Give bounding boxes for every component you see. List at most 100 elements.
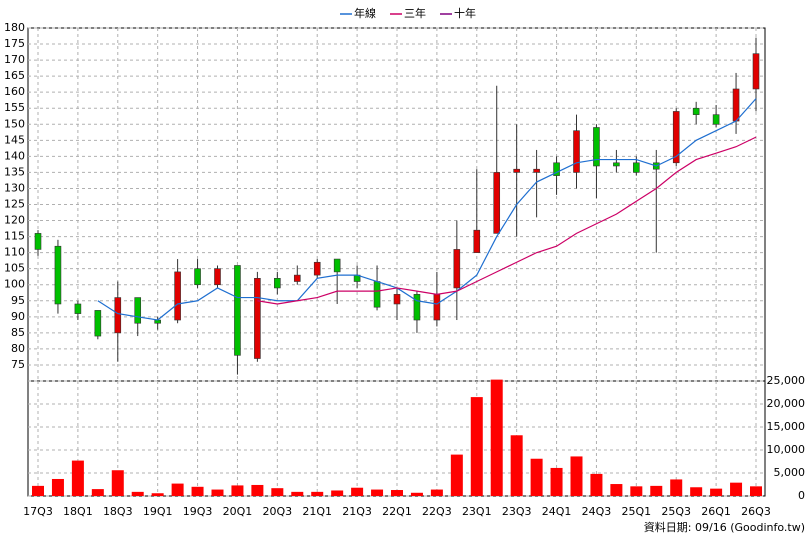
- y-tick-label: 105: [4, 262, 25, 275]
- ma-line: [257, 136, 757, 305]
- volume-bar: [311, 491, 324, 496]
- y-tick-label: 120: [4, 214, 25, 227]
- volume-tick-label: 20,000: [767, 397, 806, 410]
- x-tick-label: 22Q1: [382, 505, 412, 518]
- y-tick-label: 135: [4, 165, 25, 178]
- volume-bar: [211, 489, 224, 496]
- x-tick-label: 26Q1: [701, 505, 731, 518]
- volume-bar: [590, 473, 603, 496]
- x-tick-label: 23Q1: [462, 505, 492, 518]
- volume-bar: [430, 489, 443, 496]
- candle-body: [393, 294, 401, 305]
- legend-label: 十年: [454, 6, 476, 20]
- y-tick-label: 140: [4, 149, 25, 162]
- volume-tick-label: 0: [798, 489, 805, 502]
- volume-bar: [91, 489, 104, 496]
- volume-bar: [251, 484, 264, 496]
- candle-body: [313, 261, 321, 276]
- candle-body: [54, 245, 62, 305]
- legend-label: 年線: [354, 6, 376, 20]
- y-tick-label: 95: [11, 294, 25, 307]
- volume-bar: [410, 492, 423, 496]
- candle-body: [453, 249, 461, 289]
- volume-tick-label: 5,000: [774, 466, 806, 479]
- candle-body: [254, 278, 261, 359]
- volume-bar: [151, 493, 164, 496]
- volume-bar: [650, 485, 663, 496]
- volume-bar: [131, 491, 144, 496]
- volume-bar: [490, 379, 503, 496]
- volume-bar: [191, 486, 204, 496]
- volume-bar: [690, 487, 703, 496]
- candle-body: [613, 162, 620, 167]
- candle-body: [672, 111, 680, 164]
- volume-tick-label: 15,000: [767, 420, 806, 433]
- candle-body: [373, 281, 381, 308]
- candle-body: [134, 297, 142, 324]
- candle-body: [274, 278, 281, 289]
- candle-body: [473, 229, 481, 253]
- source-note: 資料日期: 09/16 (Goodinfo.tw): [644, 520, 805, 534]
- candle-body: [533, 168, 540, 173]
- candle-body: [413, 294, 421, 321]
- candle-body: [493, 172, 501, 234]
- candle-body: [194, 268, 201, 286]
- volume-bar: [271, 488, 284, 496]
- x-tick-label: 19Q3: [183, 505, 213, 518]
- candle-body: [94, 310, 102, 337]
- volume-bar: [610, 484, 623, 496]
- volume-bar: [51, 478, 64, 496]
- volume-tick-label: 25,000: [767, 374, 806, 387]
- volume-bar: [510, 435, 523, 496]
- volume-bar: [71, 460, 84, 496]
- y-tick-label: 110: [4, 246, 25, 259]
- candle-body: [333, 258, 341, 273]
- candle-body: [433, 294, 441, 321]
- y-tick-label: 175: [4, 37, 25, 50]
- volume-bar: [291, 491, 304, 496]
- y-tick-label: 85: [11, 326, 25, 339]
- x-tick-label: 21Q1: [302, 505, 332, 518]
- volume-bar: [470, 397, 483, 496]
- volume-bar: [550, 467, 563, 496]
- volume-bar: [450, 454, 463, 496]
- y-tick-label: 165: [4, 69, 25, 82]
- x-tick-label: 18Q3: [103, 505, 133, 518]
- x-tick-label: 22Q3: [422, 505, 452, 518]
- volume-bar: [331, 490, 344, 496]
- volume-bar: [570, 456, 583, 496]
- candle-body: [712, 114, 720, 125]
- candle-body: [593, 127, 600, 167]
- candle-body: [573, 130, 580, 173]
- volume-bar: [710, 488, 723, 496]
- y-tick-label: 100: [4, 278, 25, 291]
- candle-body: [234, 265, 241, 356]
- legend-label: 三年: [404, 6, 426, 20]
- candle-body: [34, 233, 42, 250]
- y-tick-label: 180: [4, 21, 25, 34]
- x-tick-label: 18Q1: [63, 505, 93, 518]
- x-tick-label: 17Q3: [23, 505, 53, 518]
- candle-body: [633, 162, 640, 173]
- x-tick-label: 24Q1: [542, 505, 572, 518]
- volume-bar: [670, 479, 683, 496]
- candle-body: [553, 162, 560, 176]
- x-tick-label: 25Q1: [622, 505, 652, 518]
- candle-body: [174, 271, 181, 321]
- candle-body: [513, 168, 520, 173]
- volume-bar: [111, 470, 124, 496]
- candle-body: [732, 88, 740, 122]
- candle-body: [114, 297, 122, 334]
- x-tick-label: 25Q3: [661, 505, 691, 518]
- volume-bar: [750, 486, 762, 496]
- y-tick-label: 150: [4, 117, 25, 130]
- y-tick-label: 130: [4, 181, 25, 194]
- y-tick-label: 115: [4, 230, 25, 243]
- y-tick-label: 125: [4, 198, 25, 211]
- candle-body: [293, 274, 301, 282]
- x-tick-label: 21Q3: [342, 505, 372, 518]
- x-tick-label: 19Q1: [143, 505, 173, 518]
- candle-body: [214, 268, 221, 286]
- x-tick-label: 20Q1: [223, 505, 253, 518]
- x-tick-label: 26Q3: [741, 505, 771, 518]
